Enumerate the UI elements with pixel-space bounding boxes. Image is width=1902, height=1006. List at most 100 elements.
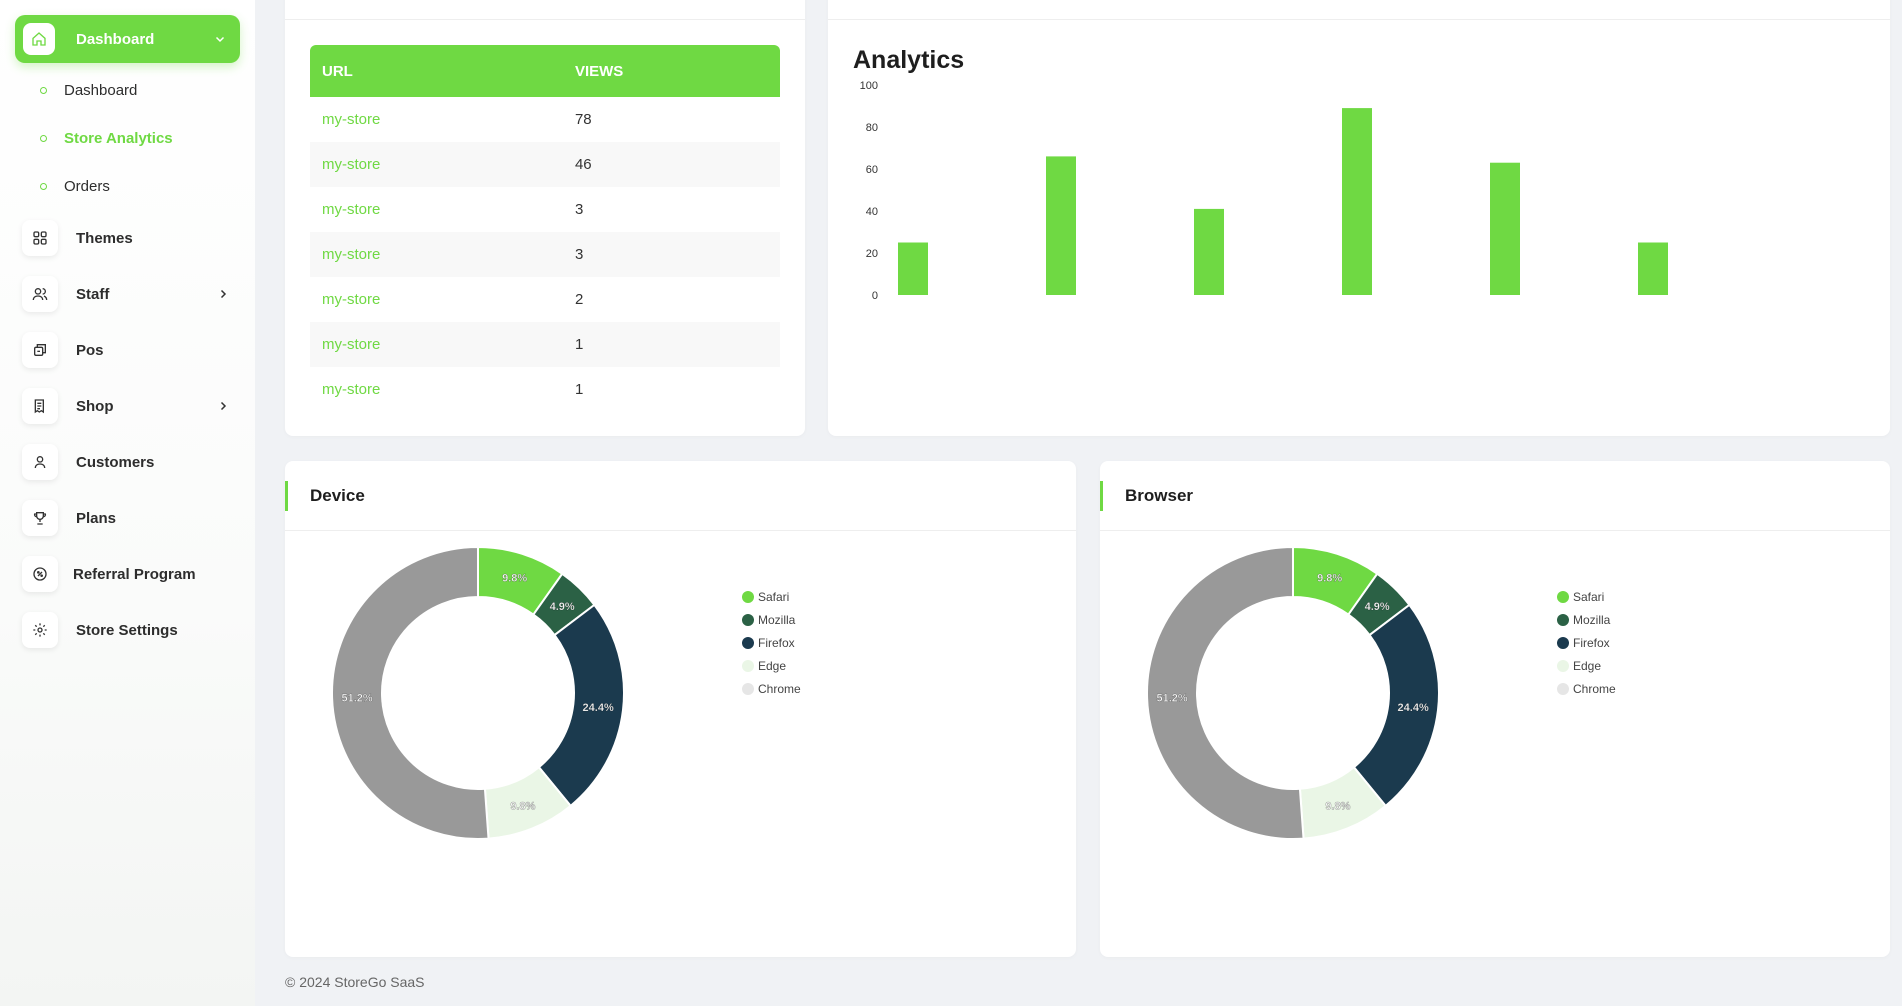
- sidebar-item-customers[interactable]: Customers: [22, 442, 237, 482]
- bar[interactable]: [1194, 208, 1224, 295]
- slice-value-label: 9.8%: [502, 573, 527, 585]
- browser-title: Browser: [1125, 486, 1194, 505]
- legend-swatch: [742, 682, 754, 695]
- legend-label: Firefox: [1573, 635, 1610, 650]
- subnav-dashboard[interactable]: Dashboard: [40, 82, 137, 99]
- legend-item[interactable]: Edge: [1557, 654, 1616, 677]
- legend-swatch: [1557, 590, 1569, 603]
- donut-slice-chrome[interactable]: [331, 545, 490, 840]
- sidebar-item-label: Referral Program: [73, 565, 196, 583]
- legend-label: Safari: [1573, 589, 1605, 604]
- url-link[interactable]: my-store: [310, 142, 563, 187]
- device-donut-chart: 9.8% 4.9% 24.4% 9.8% 51.2%: [331, 545, 625, 840]
- url-link[interactable]: my-store: [310, 232, 563, 277]
- subnav-orders[interactable]: Orders: [40, 178, 110, 195]
- subnav-store-analytics[interactable]: Store Analytics: [40, 130, 173, 147]
- bullet-icon: [40, 183, 47, 190]
- discount-icon: [22, 556, 58, 592]
- legend-item[interactable]: Mozilla: [742, 608, 801, 631]
- table-header-row: URL VIEWS: [310, 45, 780, 97]
- device-title: Device: [310, 486, 365, 505]
- browser-legend: Safari Mozilla Firefox Edge Chrome: [1557, 585, 1616, 700]
- grid-icon: [22, 220, 58, 256]
- legend-item[interactable]: Safari: [1557, 585, 1616, 608]
- chevron-right-icon: [217, 288, 229, 300]
- legend-swatch: [742, 590, 754, 603]
- bullet-icon: [40, 87, 47, 94]
- bar[interactable]: [898, 242, 928, 296]
- legend-swatch: [1557, 636, 1569, 649]
- legend-item[interactable]: Mozilla: [1557, 608, 1616, 631]
- bar[interactable]: [1046, 156, 1076, 295]
- table-row: my-store 3: [310, 232, 780, 277]
- legend-label: Mozilla: [1573, 612, 1611, 627]
- subnav-label: Dashboard: [64, 82, 138, 99]
- views-count: 3: [562, 232, 780, 277]
- views-count: 3: [574, 201, 584, 218]
- url-link[interactable]: my-store: [322, 201, 381, 218]
- legend-label: Firefox: [758, 635, 795, 650]
- views-count: 1: [574, 381, 584, 398]
- views-count: 1: [562, 322, 780, 367]
- sidebar-item-referral-program[interactable]: Referral Program: [22, 554, 237, 594]
- sidebar-item-shop[interactable]: Shop: [22, 386, 237, 426]
- sidebar-item-staff[interactable]: Staff: [22, 274, 237, 314]
- bar[interactable]: [1342, 108, 1372, 295]
- chevron-down-icon: [214, 33, 226, 45]
- device-card: Device 9.8% 4.9% 24.4% 9.8% 51.2% Safari Mozi…: [285, 461, 1076, 957]
- y-tick-label: 20: [866, 248, 878, 260]
- legend-label: Edge: [758, 658, 787, 673]
- legend-item[interactable]: Edge: [742, 654, 801, 677]
- legend-item[interactable]: Firefox: [742, 631, 801, 654]
- legend-label: Safari: [758, 589, 790, 604]
- bar[interactable]: [1490, 162, 1520, 295]
- sidebar-item-store-settings[interactable]: Store Settings: [22, 610, 237, 650]
- trophy-icon: [22, 500, 58, 536]
- legend-swatch: [1557, 682, 1569, 695]
- card-header: Browser: [1100, 461, 1890, 531]
- url-link[interactable]: my-store: [310, 322, 563, 367]
- user-icon: [22, 444, 58, 480]
- sidebar-item-label: Plans: [76, 509, 117, 527]
- table-row: my-store 2: [310, 277, 780, 322]
- table-row: my-store 78: [310, 97, 780, 142]
- slice-value-label: 4.9%: [550, 601, 575, 613]
- views-count: 2: [574, 291, 584, 308]
- views-count: 78: [574, 111, 592, 128]
- y-tick-label: 40: [866, 206, 878, 218]
- legend-item[interactable]: Safari: [742, 585, 801, 608]
- slice-value-label: 24.4%: [1398, 702, 1429, 714]
- views-count: 46: [562, 142, 780, 187]
- sidebar-item-themes[interactable]: Themes: [22, 218, 237, 258]
- sidebar-item-dashboard[interactable]: Dashboard: [15, 15, 240, 63]
- legend-label: Mozilla: [758, 612, 796, 627]
- users-icon: [22, 276, 58, 312]
- pos-icon: [22, 332, 58, 368]
- url-link[interactable]: my-store: [322, 291, 381, 308]
- card-header: Device: [285, 461, 1076, 531]
- gear-icon: [22, 612, 58, 648]
- subnav-label: Orders: [64, 178, 110, 195]
- legend-item[interactable]: Chrome: [1557, 677, 1616, 700]
- url-link[interactable]: my-store: [322, 381, 381, 398]
- donut-slice-chrome[interactable]: [1146, 545, 1305, 840]
- sidebar-item-pos[interactable]: Pos: [22, 330, 237, 370]
- table-row: my-store 3: [310, 187, 780, 232]
- legend-swatch: [742, 613, 754, 626]
- accent-bar: [1100, 481, 1103, 511]
- bar[interactable]: [1638, 242, 1668, 296]
- slice-value-label: 9.8%: [510, 800, 535, 812]
- table-row: my-store 46: [310, 142, 780, 187]
- column-header-views: VIEWS: [562, 45, 780, 97]
- legend-item[interactable]: Firefox: [1557, 631, 1616, 654]
- slice-value-label: 24.4%: [583, 702, 614, 714]
- sidebar-item-plans[interactable]: Plans: [22, 498, 237, 538]
- device-legend: Safari Mozilla Firefox Edge Chrome: [742, 585, 801, 700]
- analytics-title: Analytics: [853, 46, 965, 74]
- sidebar-item-label: Store Settings: [76, 621, 178, 639]
- divider: [828, 19, 1890, 20]
- legend-item[interactable]: Chrome: [742, 677, 801, 700]
- accent-bar: [285, 481, 288, 511]
- legend-label: Edge: [1573, 658, 1602, 673]
- url-link[interactable]: my-store: [322, 111, 381, 128]
